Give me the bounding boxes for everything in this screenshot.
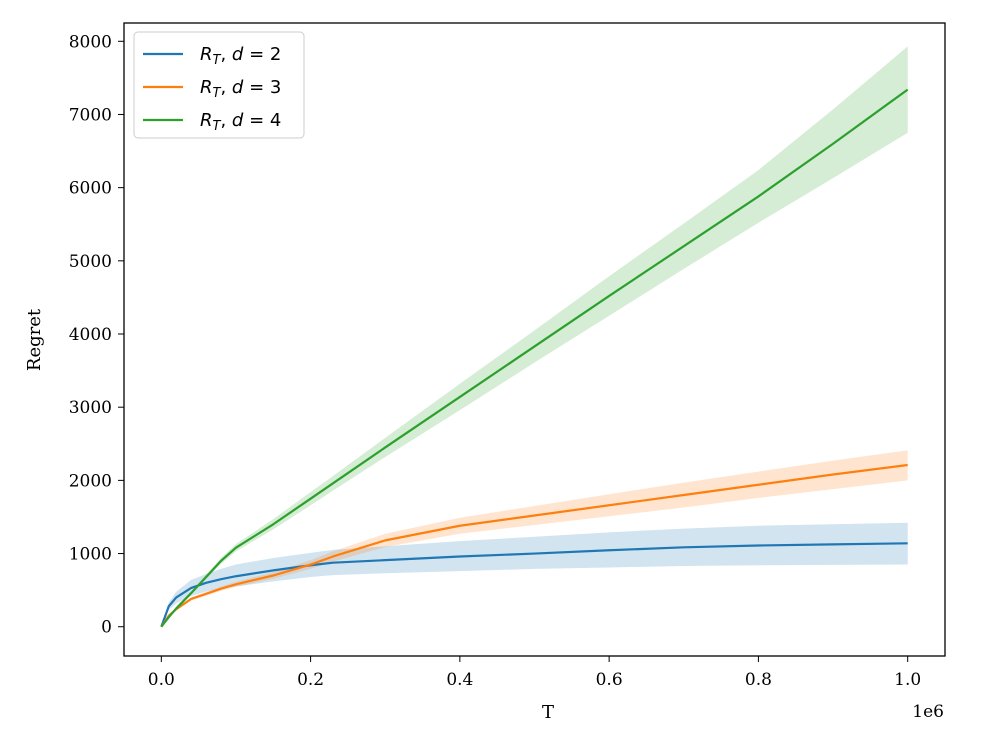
- y-axis-ticks: 0 1000 2000 3000 4000 5000 6000 7000 8000: [69, 32, 124, 638]
- x-tick-label: 0.4: [446, 670, 473, 690]
- legend-label-1: RT, d = 2: [200, 44, 281, 68]
- series-3-line: [160, 88, 909, 628]
- series-3-band: [161, 46, 908, 627]
- plot-frame: [123, 22, 946, 657]
- series-1-line: [160, 542, 908, 628]
- y-tick-label: 4000: [69, 325, 112, 345]
- y-tick-label: 0: [101, 618, 112, 638]
- x-axis-ticks: 0.0 0.2 0.4 0.6 0.8 1.0: [148, 656, 921, 690]
- y-tick-label: 6000: [69, 179, 112, 199]
- y-tick-label: 7000: [69, 105, 112, 125]
- x-axis-offset-text: 1e6: [912, 702, 944, 722]
- series-2-line: [160, 463, 908, 628]
- legend-label-2: RT, d = 3: [200, 77, 281, 101]
- legend-label-3: RT, d = 4: [200, 110, 281, 134]
- x-axis-label: T: [542, 702, 554, 723]
- x-tick-label: 0.6: [596, 670, 623, 690]
- series-2-band: [161, 450, 908, 627]
- y-tick-label: 1000: [69, 545, 112, 565]
- x-tick-label: 0.2: [297, 670, 324, 690]
- legend-box: [133, 31, 305, 139]
- confidence-bands: [161, 46, 908, 627]
- y-tick-label: 8000: [69, 32, 112, 52]
- x-tick-label: 1.0: [894, 670, 921, 690]
- x-tick-label: 0.8: [745, 670, 772, 690]
- x-tick-label: 0.0: [148, 670, 175, 690]
- y-tick-label: 3000: [69, 398, 112, 418]
- series-lines: [160, 88, 909, 628]
- y-axis-label: Regret: [24, 308, 45, 371]
- legend: RT, d = 2 RT, d = 3 RT, d = 4: [133, 31, 305, 139]
- y-tick-label: 2000: [69, 471, 112, 491]
- y-tick-label: 5000: [69, 252, 112, 272]
- series-1-band: [161, 522, 908, 627]
